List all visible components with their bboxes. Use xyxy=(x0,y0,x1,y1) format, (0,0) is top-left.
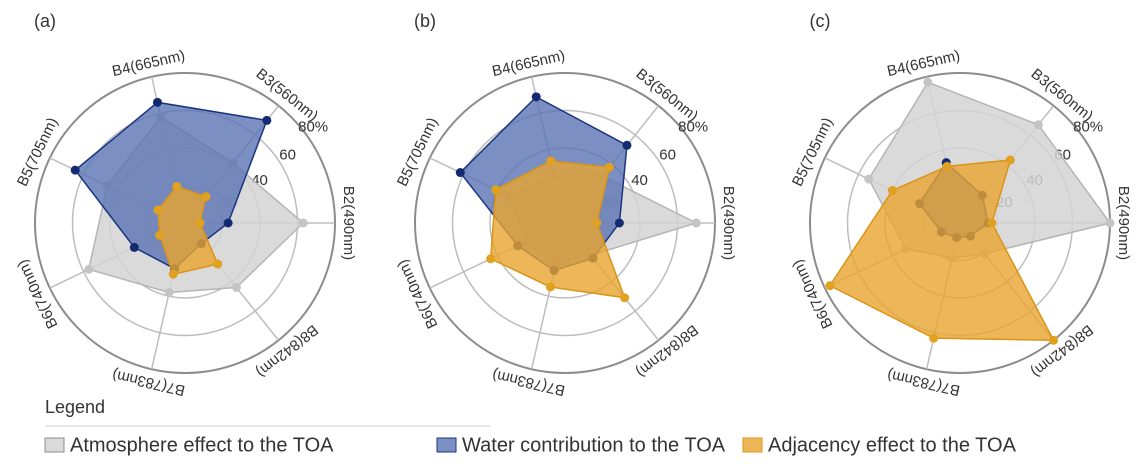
point xyxy=(604,162,614,172)
axis-label: B6(740nm) xyxy=(789,257,837,331)
point xyxy=(929,333,939,343)
point xyxy=(614,218,624,228)
ring-label: 60 xyxy=(659,147,676,164)
axis-label: B4(665nm) xyxy=(491,47,567,80)
point xyxy=(825,281,835,291)
axis-label: B7(783nm) xyxy=(111,366,187,399)
point xyxy=(298,218,308,228)
legend-label: Adjacency effect to the TOA xyxy=(768,434,1017,456)
point xyxy=(231,283,241,293)
point xyxy=(129,242,139,252)
ring-label: 80% xyxy=(298,118,328,135)
ring-label: 40 xyxy=(631,172,648,189)
point xyxy=(1033,120,1043,130)
point xyxy=(620,293,630,303)
point xyxy=(84,264,94,274)
point xyxy=(201,192,211,202)
series-area xyxy=(157,185,219,276)
point xyxy=(923,77,933,87)
point xyxy=(987,218,997,228)
axis-label: B2(490nm) xyxy=(720,186,737,260)
point xyxy=(223,218,233,228)
point xyxy=(152,97,162,107)
point xyxy=(172,181,182,191)
point xyxy=(164,287,174,297)
point xyxy=(195,218,205,228)
axis-label: B7(783nm) xyxy=(491,366,567,399)
series-area xyxy=(828,159,1055,342)
panel-label: (a) xyxy=(34,11,56,31)
point xyxy=(155,230,165,240)
axis-label: B6(740nm) xyxy=(394,257,442,331)
legend-swatch xyxy=(742,437,763,453)
legend-swatch xyxy=(436,437,457,453)
ring-label: 80% xyxy=(1073,118,1103,135)
point xyxy=(592,218,602,228)
point xyxy=(153,205,163,215)
point xyxy=(622,140,632,150)
axis-label: B2(490nm) xyxy=(1115,186,1132,260)
point xyxy=(262,115,272,125)
panel-label: (c) xyxy=(810,11,831,31)
legend-swatch xyxy=(44,437,65,453)
point xyxy=(531,92,541,102)
point xyxy=(213,259,223,269)
point xyxy=(1005,155,1015,165)
point xyxy=(864,174,874,184)
axis-label: B4(665nm) xyxy=(886,47,962,80)
axis-label: B5(705nm) xyxy=(394,115,442,189)
axis-label: B5(705nm) xyxy=(789,115,837,189)
axis-label: B5(705nm) xyxy=(14,115,62,189)
point xyxy=(1049,335,1059,345)
point xyxy=(691,218,701,228)
ring-label: 80% xyxy=(678,118,708,135)
point xyxy=(455,168,465,178)
legend-label: Atmosphere effect to the TOA xyxy=(70,434,334,456)
point xyxy=(70,165,80,175)
point xyxy=(887,185,897,195)
ring-label: 60 xyxy=(279,147,296,164)
panel-label: (b) xyxy=(414,11,436,31)
point xyxy=(1105,218,1115,228)
legend-title: Legend xyxy=(45,397,105,417)
point xyxy=(486,254,496,264)
axis-label: B2(490nm) xyxy=(340,186,357,260)
legend-label: Water contribution to the TOA xyxy=(462,434,726,456)
series-area xyxy=(489,160,626,299)
axis-label: B4(665nm) xyxy=(111,47,187,80)
point xyxy=(168,269,178,279)
point xyxy=(545,282,555,292)
point xyxy=(942,161,952,171)
point xyxy=(546,156,556,166)
axis-label: B7(783nm) xyxy=(886,366,962,399)
axis-label: B6(740nm) xyxy=(14,257,62,331)
point xyxy=(491,185,501,195)
